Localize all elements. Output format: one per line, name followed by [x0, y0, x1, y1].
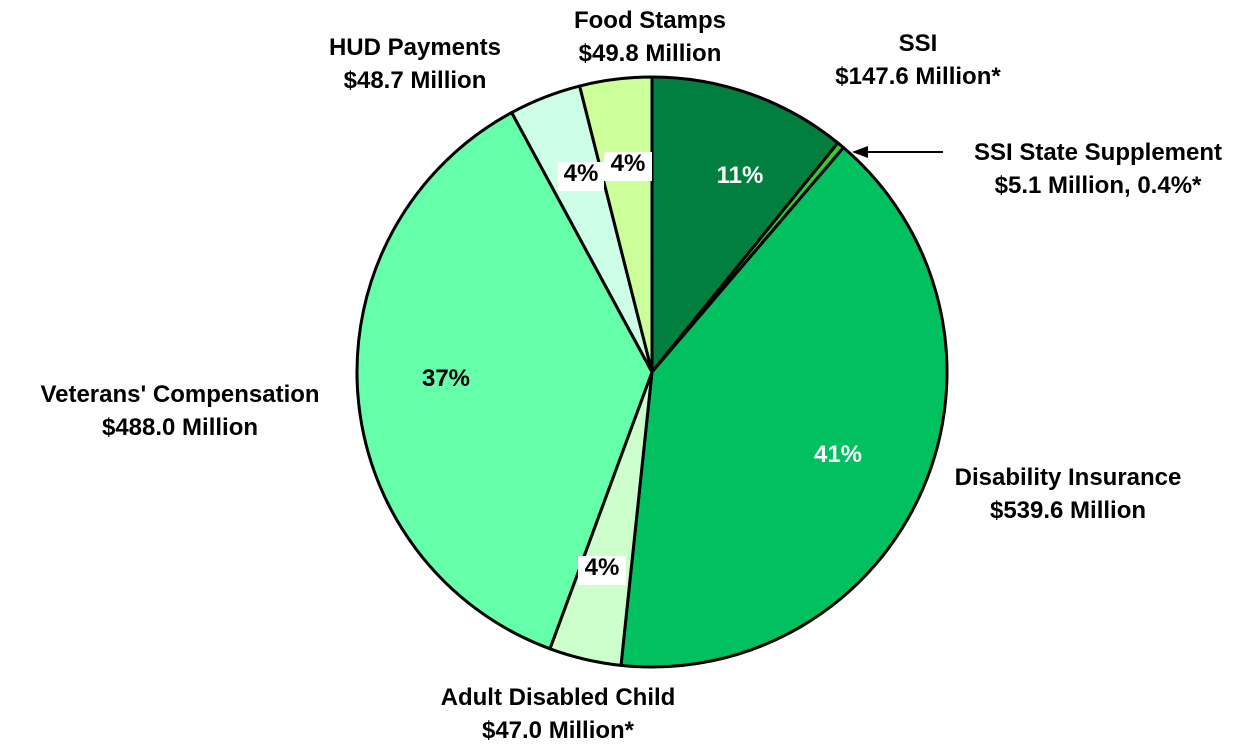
pct-label-disability-insurance: 41% — [814, 441, 862, 468]
label-name-ssi-state-supplement: SSI State Supplement — [974, 139, 1222, 166]
label-amount-veterans-compensation: $488.0 Million — [102, 414, 258, 441]
label-name-disability-insurance: Disability Insurance — [955, 464, 1182, 491]
label-amount-ssi: $147.6 Million* — [835, 63, 1001, 90]
label-name-hud-payments: HUD Payments — [329, 34, 501, 61]
pct-label-adult-disabled-child: 4% — [585, 554, 620, 581]
arrow-icon — [852, 146, 943, 158]
label-name-adult-disabled-child: Adult Disabled Child — [441, 684, 676, 711]
slice-veterans-compensation — [355, 111, 654, 651]
label-name-ssi: SSI — [899, 30, 938, 57]
slice-disability-insurance — [619, 146, 949, 669]
label-name-food-stamps: Food Stamps — [574, 7, 726, 34]
pct-label-ssi: 11% — [717, 162, 764, 189]
label-name-veterans-compensation: Veterans' Compensation — [40, 381, 319, 408]
label-amount-food-stamps: $49.8 Million — [579, 40, 722, 67]
slice-food-stamps — [578, 75, 654, 374]
label-amount-adult-disabled-child: $47.0 Million* — [482, 717, 635, 744]
pct-label-food-stamps: 4% — [611, 150, 646, 177]
slice-ssi — [650, 75, 840, 374]
pct-label-box — [558, 162, 604, 191]
label-amount-hud-payments: $48.7 Million — [344, 67, 487, 94]
label-amount-ssi-state-supplement: $5.1 Million, 0.4%* — [995, 172, 1202, 199]
pct-label-veterans-compensation: 37% — [422, 365, 470, 392]
label-amount-disability-insurance: $539.6 Million — [990, 497, 1146, 524]
pct-label-hud-payments: 4% — [564, 160, 599, 187]
pct-label-box — [578, 556, 626, 585]
pct-label-box — [604, 152, 652, 181]
pie-slices — [355, 75, 949, 669]
